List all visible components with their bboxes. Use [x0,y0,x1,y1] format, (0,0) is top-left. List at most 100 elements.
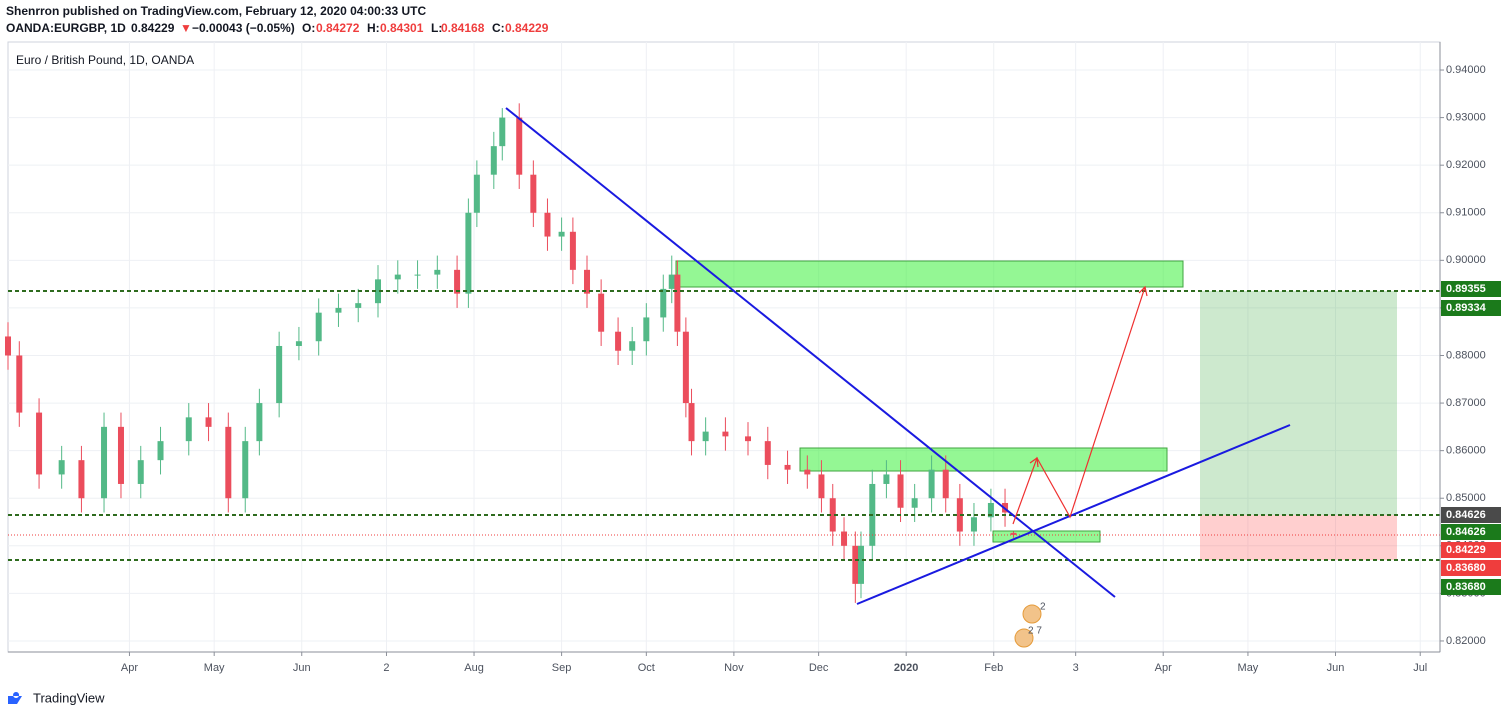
candle-body [36,412,43,475]
price-label-box [1441,542,1501,558]
target-zone [1200,291,1397,515]
resistance-zone [675,260,1184,288]
candle-body [660,288,667,318]
candle-body [569,231,576,270]
y-tick-label: 0.94000 [1446,64,1486,76]
candle-body [137,460,144,484]
x-tick-label: Jun [1327,662,1345,674]
candle-body [16,355,23,413]
candle-body [584,269,591,294]
price-label: 0.84626 [1446,509,1486,521]
candle-body [355,303,362,308]
x-tick-label: Aug [464,662,484,674]
x-tick-label: Jun [293,662,311,674]
x-tick-label: Nov [724,662,744,674]
candle-body [530,174,537,213]
candle-body [157,441,164,461]
candle-body [674,274,681,332]
x-tick-label: May [1238,662,1259,674]
candle-body [78,460,85,499]
x-tick-label: Jul [1413,662,1427,674]
candle-body [335,307,342,313]
candle-body [205,417,212,427]
price-label-box [1441,524,1501,540]
x-tick-label: Sep [552,662,572,674]
candle-body [629,341,636,351]
candle-body [852,545,859,584]
event-count: 2 [1040,602,1046,613]
candle-body [841,531,848,546]
high-label: H: [367,21,380,35]
event-icon[interactable] [1014,628,1034,648]
event-count: 2 7 [1028,626,1042,637]
candle-body [499,117,506,147]
y-tick-label: 0.93000 [1446,112,1486,124]
logo [8,692,22,704]
price-label: 0.89334 [1446,302,1487,314]
arrow-head [1029,456,1039,468]
grid [8,42,1440,652]
x-tick-label: Oct [638,662,655,674]
candle-body [58,460,65,475]
projection-arrow [1012,286,1146,525]
candle-body [987,502,994,518]
candle-body [256,403,263,442]
open-value: 0.84272 [316,21,360,35]
trend-line [856,424,1291,605]
chart-title: Euro / British Pound, 1D, OANDA [16,53,194,67]
y-tick-label: 0.92000 [1446,159,1486,171]
symbol: OANDA:EURGBP, 1D [6,21,126,35]
price-label: 0.84626 [1446,526,1486,538]
candle-body [668,274,675,289]
candle-body [784,464,791,470]
candle-body [101,426,108,499]
candle-body [473,174,480,213]
x-tick-label: 3 [1073,662,1079,674]
y-tick-label: 0.82000 [1446,635,1486,647]
candle-body [897,474,904,508]
candle-body [434,269,441,275]
candle-body [295,341,302,346]
open-label: O: [302,21,315,35]
low-label: L: [431,21,442,35]
candle-body [117,426,124,484]
event-icon[interactable] [1022,604,1042,624]
x-tick-label: 2 [383,662,389,674]
x-tick-label: Apr [1155,662,1172,674]
x-tick-label: Dec [809,662,829,674]
price-label-box [1441,579,1501,595]
candle-body [857,545,864,584]
candle-body [315,312,322,342]
candle-body [764,441,771,465]
candle-body [414,274,421,276]
x-tick-label: Feb [984,662,1003,674]
candle-body [394,274,401,280]
candle-body [722,431,729,437]
candle-body [911,498,918,508]
price-label-box [1441,300,1501,316]
candle-body [818,474,825,499]
trend-line [505,107,1116,598]
candle-body [225,426,232,499]
x-tick-label: May [204,662,225,674]
candle-body [688,403,695,442]
candle-body [276,345,283,404]
price-label: 0.89355 [1446,283,1486,295]
close-label: C: [492,21,505,35]
brand: TradingView [33,690,105,705]
candle-body [544,212,551,237]
resistance-zone [799,447,1168,472]
candle-body [1010,532,1017,535]
price-label-box [1441,281,1501,297]
y-tick-label: 0.87000 [1446,397,1486,409]
change: −0.00043 (−0.05%) [192,21,295,35]
candle-body [454,269,461,294]
last-price: 0.84229 [131,21,175,35]
plot-frame [7,41,1441,653]
arrow-head [1138,285,1148,297]
candle-body [970,517,977,532]
price-label-box [1441,560,1501,576]
candle-body [516,117,523,175]
candle-body [558,231,565,237]
